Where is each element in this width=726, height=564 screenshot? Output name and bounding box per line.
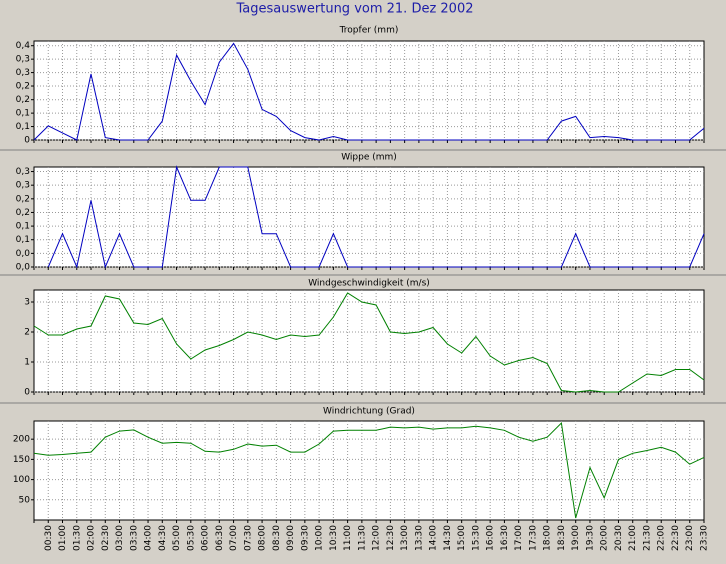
- y-tick-label: 0,2: [16, 194, 30, 204]
- x-tick-label: 18:00: [543, 525, 553, 551]
- x-tick-label: 10:30: [329, 525, 339, 551]
- data-line: [33, 292, 705, 393]
- plot-area: [33, 166, 705, 268]
- y-tick-label: 0,1: [16, 222, 30, 232]
- chart-subtitle: Wippe (mm): [341, 153, 397, 163]
- y-tick-label: 0: [24, 388, 30, 398]
- x-tick-label: 13:00: [400, 525, 410, 551]
- x-tick-label: 12:00: [372, 525, 382, 551]
- x-tick-label: 13:30: [414, 525, 424, 551]
- y-tick-label: 1: [24, 358, 30, 368]
- x-tick-label: 18:30: [557, 525, 567, 551]
- y-tick-label: 0,3: [16, 167, 30, 177]
- x-tick-label: 10:00: [315, 525, 325, 551]
- y-tick-label: 0,0: [16, 263, 31, 273]
- x-tick-label: 12:30: [386, 525, 396, 551]
- x-tick-label: 09:30: [300, 525, 310, 551]
- page-title: Tagesauswertung vom 21. Dez 2002: [236, 2, 474, 17]
- x-tick-label: 03:00: [115, 525, 125, 551]
- x-tick-label: 11:00: [343, 525, 353, 551]
- chart-subtitle: Windgeschwindigkeit (m/s): [308, 279, 430, 289]
- x-tick-label: 07:30: [243, 525, 253, 551]
- x-tick-label: 16:00: [486, 525, 496, 551]
- y-tick-label: 0,1: [16, 109, 30, 119]
- x-tick-label: 16:30: [500, 525, 510, 551]
- x-tick-label: 17:30: [528, 525, 538, 551]
- x-tick-label: 03:30: [129, 525, 139, 551]
- chart-subtitle: Windrichtung (Grad): [323, 407, 415, 417]
- x-tick-label: 04:30: [158, 525, 168, 551]
- x-tick-label: 19:30: [586, 525, 596, 551]
- x-tick-label: 22:00: [657, 525, 667, 551]
- x-tick-label: 07:00: [229, 525, 239, 551]
- x-tick-label: 22:30: [671, 525, 681, 551]
- y-tick-label: 0,1: [16, 235, 30, 245]
- y-tick-label: 0,1: [16, 122, 30, 132]
- x-tick-label: 19:00: [571, 525, 581, 551]
- x-tick-label: 15:00: [457, 525, 467, 551]
- y-tick-label: 0,3: [16, 181, 30, 191]
- y-tick-label: 0,3: [16, 68, 30, 78]
- x-tick-label: 15:30: [471, 525, 481, 551]
- chart-subtitle: Tropfer (mm): [339, 26, 399, 36]
- x-tick-label: 21:30: [643, 525, 653, 551]
- x-tick-label: 14:30: [443, 525, 453, 551]
- y-tick-label: 50: [19, 495, 31, 505]
- x-tick-label: 09:00: [286, 525, 296, 551]
- y-tick-label: 2: [24, 328, 30, 338]
- x-tick-label: 21:00: [628, 525, 638, 551]
- x-tick-label: 17:00: [514, 525, 524, 551]
- plot-area: [33, 289, 705, 393]
- y-tick-label: 0,2: [16, 208, 30, 218]
- data-line: [33, 42, 705, 141]
- y-tick-label: 150: [13, 455, 30, 465]
- y-tick-label: 0,0: [16, 249, 31, 259]
- y-tick-label: 100: [13, 475, 30, 485]
- x-tick-label: 23:30: [700, 525, 710, 551]
- y-tick-label: 200: [13, 435, 30, 445]
- y-tick-label: 0,3: [16, 55, 30, 65]
- x-tick-label: 11:30: [357, 525, 367, 551]
- x-tick-label: 00:30: [44, 525, 54, 551]
- data-line: [33, 421, 705, 519]
- y-tick-label: 0: [24, 136, 30, 146]
- x-tick-label: 05:00: [172, 525, 182, 551]
- x-tick-label: 06:30: [215, 525, 225, 551]
- data-line: [47, 165, 705, 269]
- x-tick-label: 06:00: [201, 525, 211, 551]
- x-tick-label: 01:30: [72, 525, 82, 551]
- x-tick-label: 04:00: [144, 525, 154, 551]
- y-tick-label: 0,2: [16, 82, 30, 92]
- y-tick-label: 0,4: [16, 41, 31, 51]
- x-tick-label: 01:00: [58, 525, 68, 551]
- plot-area: [33, 40, 705, 141]
- y-tick-label: 3: [24, 298, 30, 308]
- x-tick-label: 02:00: [87, 525, 97, 551]
- x-tick-label: 02:30: [101, 525, 111, 551]
- x-tick-label: 20:00: [600, 525, 610, 551]
- x-tick-label: 14:00: [429, 525, 439, 551]
- x-tick-label: 23:00: [685, 525, 695, 551]
- plot-area: [33, 420, 705, 521]
- x-tick-label: 05:30: [186, 525, 196, 551]
- x-tick-label: 20:30: [614, 525, 624, 551]
- x-tick-label: 08:00: [258, 525, 268, 551]
- y-tick-label: 0,2: [16, 95, 30, 105]
- x-tick-label: 08:30: [272, 525, 282, 551]
